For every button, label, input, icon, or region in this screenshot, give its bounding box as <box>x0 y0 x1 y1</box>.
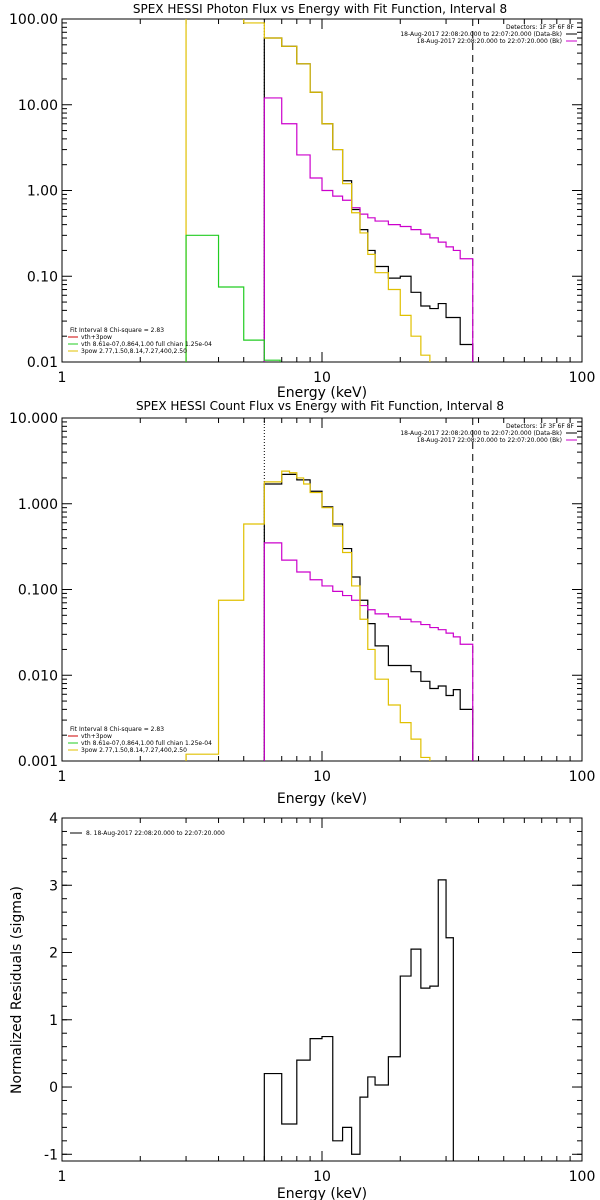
y-tick-label: 0.010 <box>18 668 58 684</box>
legend-entry: vth 8.61e-07,0.864,1.00 full chian 1.25e… <box>81 341 212 348</box>
legend-entry: 18-Aug-2017 22:08:20.000 to 22:07:20.000… <box>400 31 562 38</box>
y-tick-label: 2 <box>49 946 58 962</box>
x-axis-label: Energy (keV) <box>277 1186 367 1200</box>
legend-entry: Detectors: 1F 3F 6F 8F <box>506 423 575 430</box>
y-tick-label: 3 <box>49 878 58 894</box>
x-tick-label: 1 <box>58 370 67 386</box>
plot-area: 1 10 100 100.00 10.00 1.00 0.10 0.01 Detectors: … <box>9 12 596 386</box>
x-tick-label: 100 <box>569 1169 596 1185</box>
y-tick-label: 0 <box>49 1080 58 1096</box>
x-tick-label: 1 <box>58 769 67 785</box>
x-axis-label: Energy (keV) <box>277 385 367 401</box>
y-tick-label: 4 <box>49 811 58 827</box>
count-flux-panel: SPEX HESSI Count Flux vs Energy with Fit… <box>9 399 595 807</box>
legend-entry: vth+3pow <box>81 733 112 740</box>
y-tick-label: 0.10 <box>27 269 58 285</box>
y-tick-label: -1 <box>44 1147 58 1163</box>
y-tick-label: 0.001 <box>18 754 58 770</box>
x-tick-label: 1 <box>58 1169 67 1185</box>
legend-entry: 3pow 2.77,1.50,8.14,7.27,400,2.50 <box>81 348 187 355</box>
legend-entry: Fit Interval 8 Chi-square = 2.83 <box>70 726 164 733</box>
yellow-series-line <box>185 19 431 362</box>
green-series-line <box>185 234 281 362</box>
black-series-line <box>263 37 474 362</box>
x-tick-label: 10 <box>313 769 331 785</box>
legend-entry: vth+3pow <box>81 334 112 341</box>
y-tick-label: 1 <box>49 1013 58 1029</box>
y-tick-label: 100.00 <box>9 12 58 28</box>
y-tick-label: 1.00 <box>27 184 58 200</box>
x-tick-label: 100 <box>569 370 596 386</box>
photon-flux-panel: SPEX HESSI Photon Flux vs Energy with Fi… <box>9 2 596 401</box>
y-tick-label: 0.01 <box>27 355 58 371</box>
legend-entry: Fit Interval 8 Chi-square = 2.83 <box>70 327 164 334</box>
x-tick-label: 10 <box>313 370 331 386</box>
plot-frame <box>61 417 583 762</box>
legend-entry: vth 8.61e-07,0.864,1.00 full chian 1.25e… <box>81 740 212 747</box>
chart-title: SPEX HESSI Count Flux vs Energy with Fit… <box>136 399 504 413</box>
y-tick-label: 10.00 <box>18 98 58 114</box>
x-tick-label: 10 <box>313 1169 331 1185</box>
x-axis-label: Energy (keV) <box>277 791 367 807</box>
legend-entry: 18-Aug-2017 22:08:20.000 to 22:07:20.000… <box>417 437 562 444</box>
legend-entry: 18-Aug-2017 22:08:20.000 to 22:07:20.000… <box>417 38 562 45</box>
y-tick-label: 10.000 <box>9 411 58 427</box>
x-tick-label: 100 <box>569 769 596 785</box>
chart-title: SPEX HESSI Photon Flux vs Energy with Fi… <box>133 2 507 16</box>
y-tick-label: 0.100 <box>18 583 58 599</box>
legend-entry: 8. 18-Aug-2017 22:08:20.000 to 22:07:20.… <box>86 830 225 837</box>
magenta-series-line <box>263 97 474 362</box>
legend-entry: Detectors: 1F 3F 6F 8F <box>506 24 575 31</box>
yellow-series-line <box>185 470 431 761</box>
magenta-series-line <box>263 542 474 761</box>
plot-frame <box>61 817 583 1162</box>
black-series-line <box>263 879 454 1161</box>
black-series-line <box>263 473 474 761</box>
y-axis-label: Normalized Residuals (sigma) <box>9 886 25 1094</box>
y-tick-label: 1.000 <box>18 497 58 513</box>
legend-entry: 18-Aug-2017 22:08:20.000 to 22:07:20.000… <box>400 430 562 437</box>
plot-area: 1 10 100 10.000 1.000 0.100 0.010 0.001 Detector… <box>9 411 595 785</box>
legend-entry: 3pow 2.77,1.50,8.14,7.27,400,2.50 <box>81 747 187 754</box>
